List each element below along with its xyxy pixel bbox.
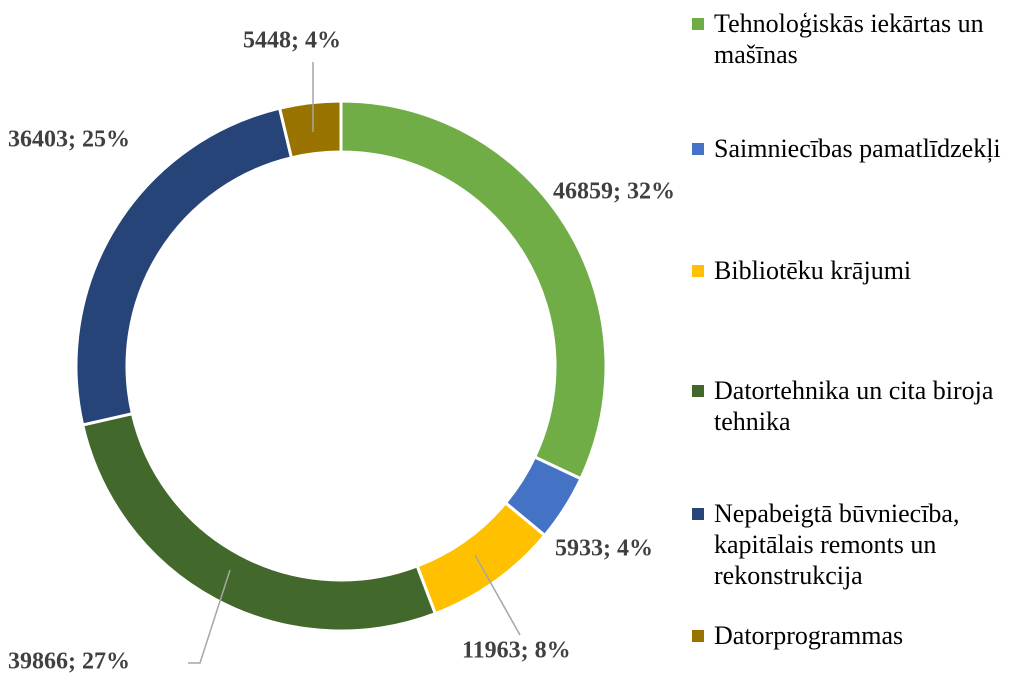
legend-item: Bibliotēku krājumi xyxy=(692,255,1017,286)
donut-segment xyxy=(80,411,438,633)
legend-swatch xyxy=(692,508,704,520)
donut-segment xyxy=(415,500,547,616)
leader-line xyxy=(188,569,231,664)
data-label: 46859; 32% xyxy=(553,179,675,205)
data-label: 36403; 25% xyxy=(8,127,130,153)
legend-label: Datortehnika un cita biroja tehnika xyxy=(714,376,994,436)
data-label: 5933; 4% xyxy=(555,536,653,562)
legend-swatch xyxy=(692,630,704,642)
donut-segment xyxy=(74,106,294,427)
legend-item: Datorprogrammas xyxy=(692,620,1017,651)
legend-swatch xyxy=(692,143,704,155)
legend-swatch xyxy=(692,265,704,277)
legend-label: Nepabeigtā būvniecība, kapitālais remont… xyxy=(714,499,960,590)
legend-label: Bibliotēku krājumi xyxy=(714,256,912,285)
data-label: 11963; 8% xyxy=(462,638,571,664)
legend-label: Datorprogrammas xyxy=(714,621,904,650)
legend-swatch xyxy=(692,18,704,30)
data-label: 39866; 27% xyxy=(8,649,130,675)
legend-item: Saimniecības pamatlīdzekļi xyxy=(692,133,1017,164)
leader-line xyxy=(474,554,521,636)
donut-segment xyxy=(339,99,608,481)
legend-item: Datortehnika un cita biroja tehnika xyxy=(692,375,1017,437)
donut-segment xyxy=(277,99,343,160)
legend-item: Tehnoloģiskās iekārtas un mašīnas xyxy=(692,8,1017,70)
legend-label: Saimniecības pamatlīdzekļi xyxy=(714,134,1001,163)
legend-label: Tehnoloģiskās iekārtas un mašīnas xyxy=(714,9,984,69)
legend-item: Nepabeigtā būvniecība, kapitālais remont… xyxy=(692,498,1017,591)
data-label: 5448; 4% xyxy=(243,28,341,54)
legend-swatch xyxy=(692,385,704,397)
